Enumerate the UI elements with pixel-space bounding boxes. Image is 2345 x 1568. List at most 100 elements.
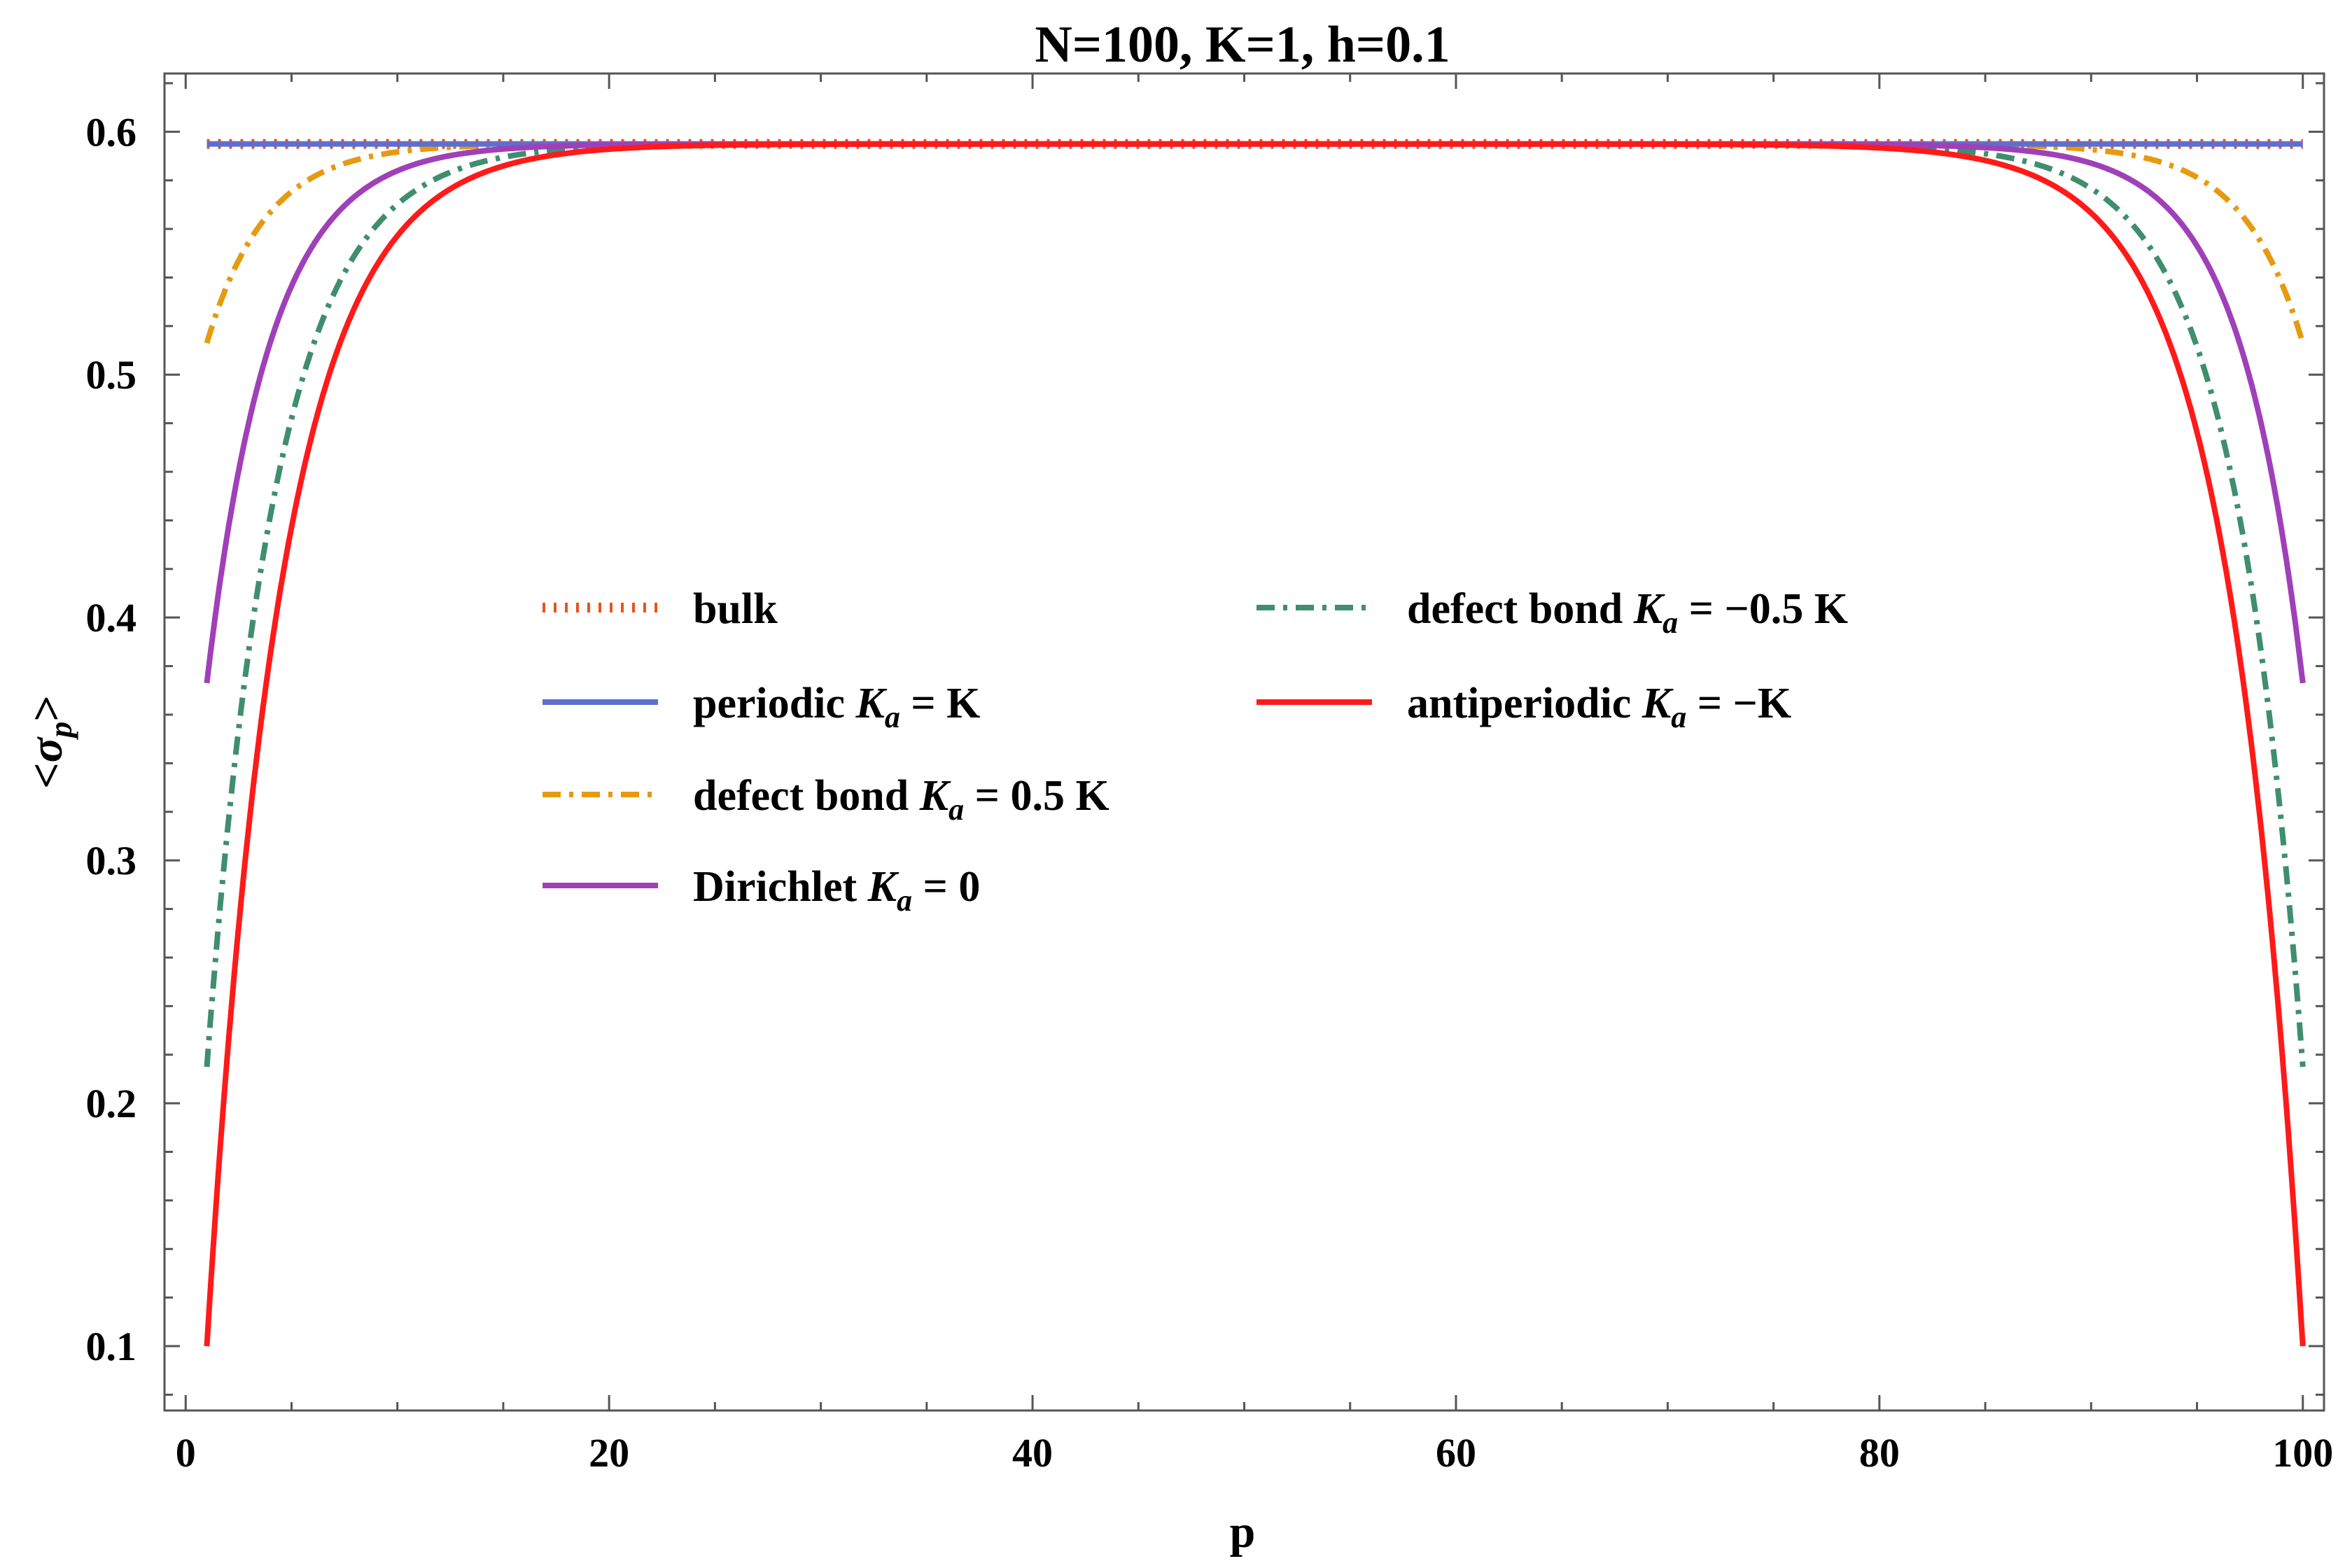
- data-point: [1560, 142, 1564, 146]
- data-point: [1941, 144, 1945, 148]
- data-point: [2152, 142, 2157, 146]
- data-point: [988, 142, 993, 146]
- x-tick-label: 40: [1012, 1430, 1053, 1476]
- data-point: [2026, 149, 2030, 153]
- data-point: [458, 166, 463, 170]
- x-tick-label: 60: [1436, 1430, 1476, 1476]
- data-point: [2110, 150, 2115, 154]
- data-point: [311, 430, 315, 434]
- data-point: [226, 142, 230, 146]
- data-point: [776, 142, 780, 146]
- data-point: [1962, 149, 1966, 153]
- data-point: [2237, 142, 2241, 146]
- series-line: [204, 141, 2306, 1068]
- data-point: [2089, 148, 2093, 152]
- data-point: [1115, 142, 1119, 146]
- data-point: [1264, 142, 1268, 146]
- data-point: [1221, 142, 1225, 146]
- data-point: [2258, 419, 2262, 423]
- data-point: [247, 419, 251, 423]
- data-point: [1835, 144, 1839, 148]
- data-point: [1793, 143, 1797, 147]
- data-point: [1602, 142, 1606, 146]
- x-tick-label: 0: [176, 1430, 196, 1476]
- series-line: [204, 141, 2306, 344]
- data-point: [289, 525, 293, 529]
- data-point: [311, 142, 315, 146]
- data-point: [1687, 142, 1691, 146]
- data-point: [396, 234, 400, 238]
- plot-frame: [163, 72, 2325, 1412]
- legend-label: Dirichlet Ka = 0: [693, 863, 980, 918]
- data-point: [522, 158, 526, 162]
- data-point: [1750, 143, 1754, 147]
- data-point: [2237, 652, 2241, 656]
- data-point: [543, 154, 547, 158]
- y-tick-label: 0.2: [86, 1081, 137, 1126]
- data-point: [1665, 142, 1670, 146]
- data-point: [904, 142, 908, 146]
- data-point: [1051, 142, 1056, 146]
- data-point: [2174, 292, 2178, 296]
- data-point: [204, 1344, 209, 1348]
- legend-label: antiperiodic Ka = −K: [1407, 680, 1791, 734]
- data-point: [2132, 264, 2136, 268]
- legend-label: defect bond Ka = 0.5 K: [693, 772, 1110, 827]
- data-point: [2132, 223, 2136, 227]
- data-point: [1919, 149, 1924, 153]
- data-point: [2258, 239, 2262, 244]
- data-point: [458, 142, 463, 146]
- data-point: [1284, 142, 1289, 146]
- data-point: [353, 158, 357, 162]
- legend-item: bulk: [542, 585, 778, 633]
- data-point: [565, 151, 569, 155]
- data-point: [247, 142, 251, 146]
- data-point: [2280, 281, 2284, 286]
- data-point: [2004, 155, 2008, 160]
- data-point: [501, 147, 505, 151]
- y-tick-label: 0.3: [86, 838, 137, 883]
- data-point: [2089, 142, 2093, 146]
- data-point: [1348, 142, 1352, 146]
- data-point: [2301, 1065, 2305, 1069]
- data-point: [438, 194, 442, 198]
- data-point: [1962, 144, 1966, 148]
- data-point: [1856, 145, 1861, 149]
- data-point: [2068, 142, 2072, 146]
- data-point: [1983, 158, 1987, 162]
- data-point: [1644, 142, 1648, 146]
- data-point: [332, 165, 336, 169]
- data-point: [2237, 514, 2241, 518]
- data-point: [2174, 215, 2178, 219]
- data-point: [1454, 142, 1458, 146]
- data-point: [416, 161, 421, 165]
- data-point: [438, 175, 442, 179]
- data-point: [247, 820, 251, 825]
- data-point: [2152, 253, 2157, 257]
- y-axis-label: <σp>: [21, 695, 78, 789]
- data-point: [268, 514, 272, 518]
- data-point: [1030, 142, 1035, 146]
- data-point: [353, 253, 357, 257]
- y-tick-label: 0.6: [86, 109, 137, 155]
- legend-item: antiperiodic Ka = −K: [1256, 680, 1791, 734]
- data-point: [268, 210, 272, 214]
- data-point: [2047, 142, 2051, 146]
- data-point: [204, 341, 209, 345]
- data-point: [501, 164, 505, 168]
- y-axis-label-sub: p: [43, 722, 78, 741]
- data-point: [2047, 181, 2051, 185]
- data-point: [2047, 166, 2051, 170]
- data-point: [2216, 190, 2220, 194]
- data-point: [416, 148, 421, 152]
- legend-item: periodic Ka = K: [542, 680, 980, 734]
- data-point: [226, 528, 230, 533]
- x-tick-label: 80: [1859, 1430, 1900, 1476]
- data-point: [2301, 1344, 2305, 1348]
- data-point: [819, 142, 823, 146]
- data-point: [268, 652, 272, 656]
- data-point: [416, 186, 421, 190]
- data-point: [1369, 142, 1373, 146]
- legend-label: defect bond Ka = −0.5 K: [1407, 585, 1848, 640]
- data-point: [2110, 202, 2115, 206]
